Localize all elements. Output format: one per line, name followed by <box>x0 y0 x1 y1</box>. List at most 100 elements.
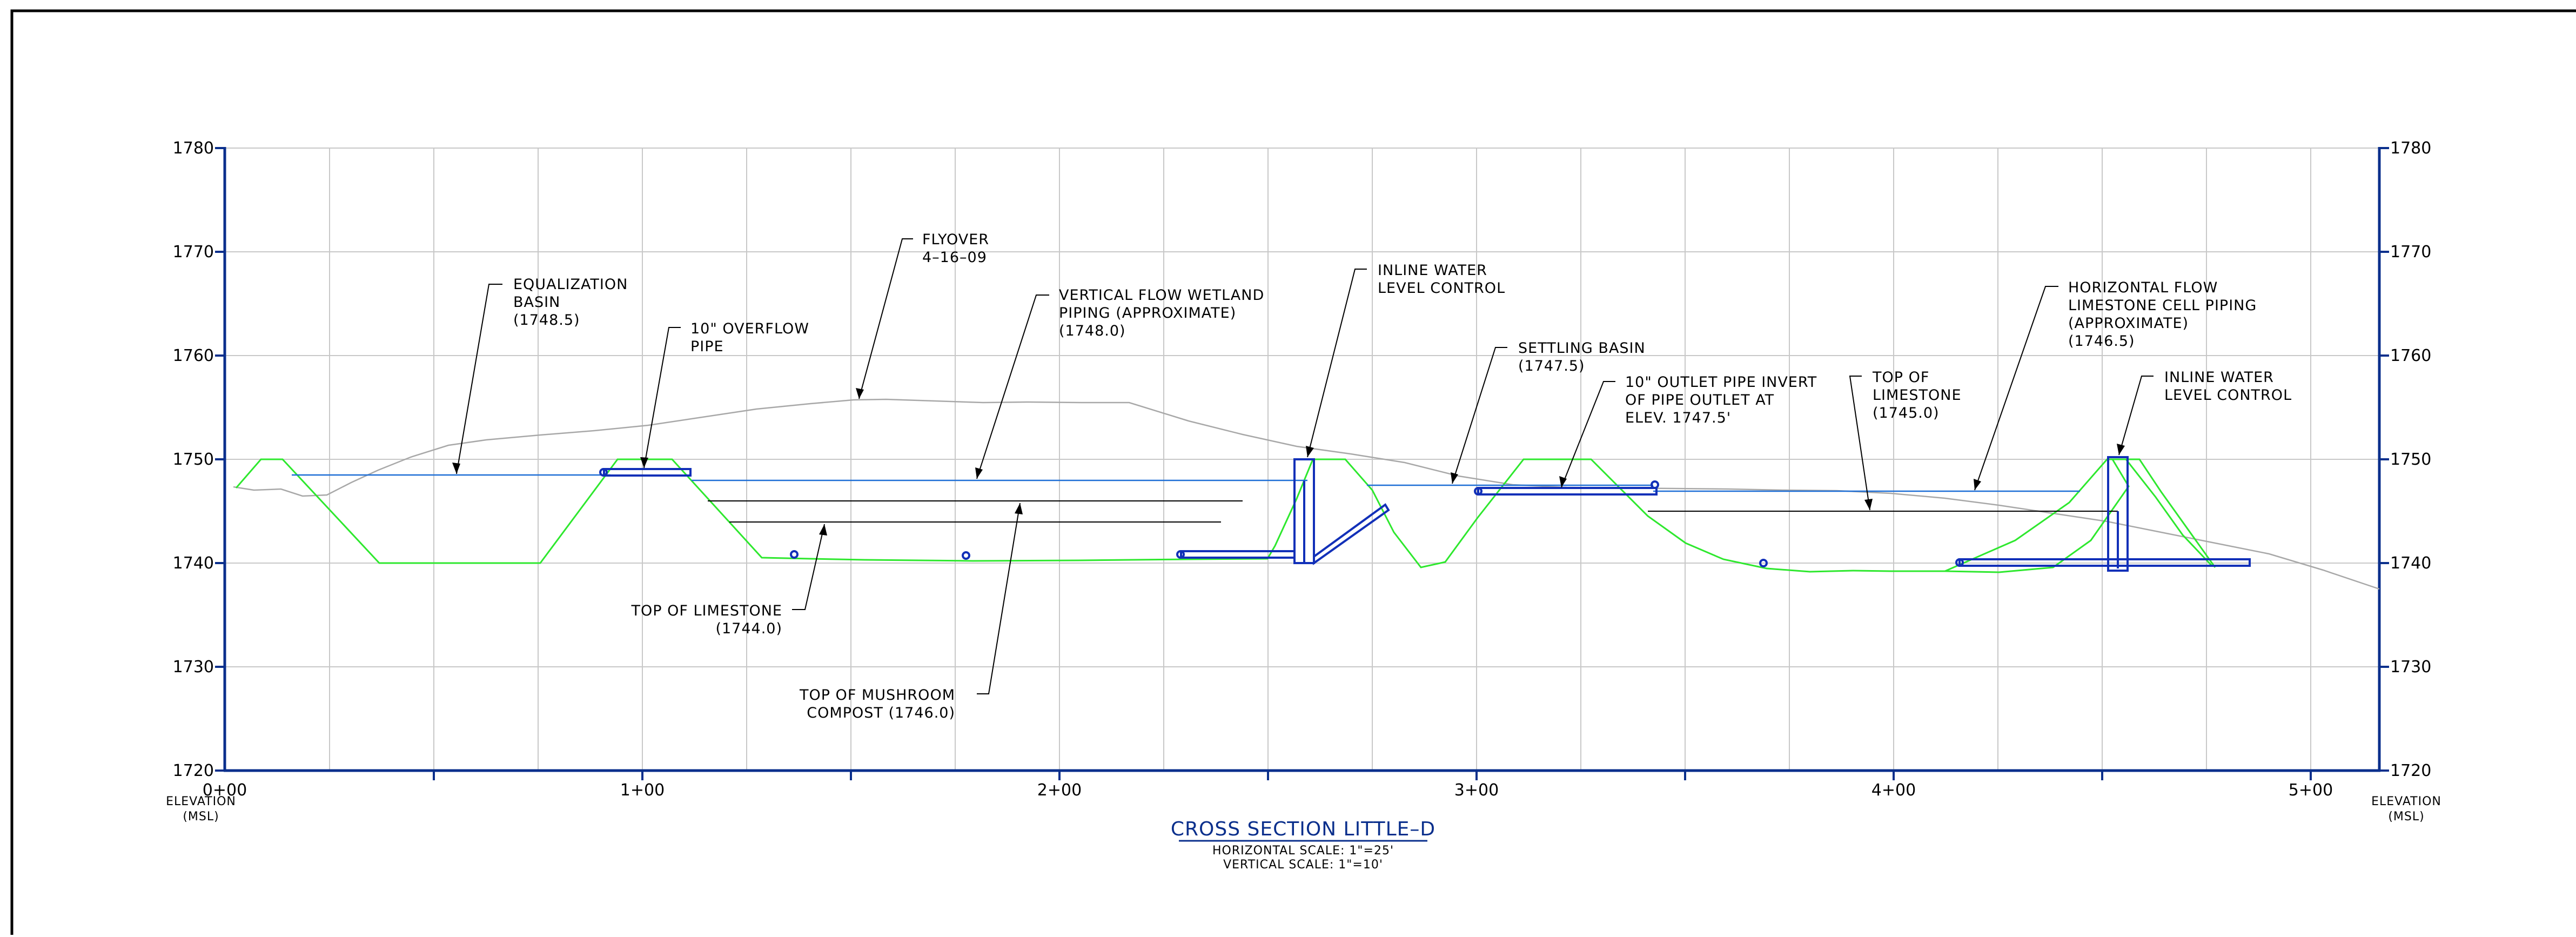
x-tick-label: 1+00 <box>620 781 665 800</box>
outlet-pipe <box>1477 487 1658 496</box>
horizontal-flow-limestone-leader <box>1974 286 2058 491</box>
x-tick-label: 5+00 <box>2289 781 2333 800</box>
flyover-leader <box>858 238 913 399</box>
y-tick-label: 1730 <box>173 658 214 677</box>
left-elevation-labels: 1780 1770 1760 1750 1740 1730 1720 <box>173 139 214 780</box>
arrowhead <box>1306 446 1314 457</box>
x-tick-label: 4+00 <box>1871 781 1916 800</box>
arrowhead <box>856 388 864 399</box>
mushroom-compost-leader <box>977 503 1021 694</box>
left-axis-title: ELEVATION (MSL) <box>166 795 236 824</box>
overflow-pipe-leader <box>643 327 681 468</box>
note-line: (1745.0) <box>1873 405 1940 421</box>
annotation-top-of-limestone-left: TOP OF LIMESTONE (1744.0) <box>631 603 782 637</box>
note-line: OF PIPE OUTLET AT <box>1625 392 1774 409</box>
y-tick-label: 1750 <box>2390 450 2431 469</box>
y-tick-label: 1760 <box>2390 346 2431 365</box>
note-line: (1746.5) <box>2068 333 2135 350</box>
annotation-settling-basin: SETTLING BASIN (1747.5) <box>1518 340 1646 374</box>
arrowhead <box>819 524 827 536</box>
y-tick-label: 1720 <box>2390 761 2431 780</box>
right-elevation-labels: 1780 1770 1760 1750 1740 1730 1720 <box>2390 139 2431 780</box>
sloped-overflow-pipe <box>1313 503 1390 565</box>
y-tick-label: 1780 <box>173 139 214 158</box>
right-axis-title: ELEVATION (MSL) <box>2371 795 2441 824</box>
leader-lines <box>456 238 2154 694</box>
annotation-overflow-pipe: 10" OVERFLOW PIPE <box>690 320 809 355</box>
note-line: 10" OVERFLOW <box>690 320 809 337</box>
inline-water-level-control-2 <box>2107 456 2129 572</box>
flyover-ground-line <box>233 398 2380 590</box>
inline-water-level-control-1 <box>1293 458 1315 564</box>
cleanout-marker <box>962 551 970 560</box>
settling-basin-leader <box>1452 347 1507 484</box>
note-line: (APPROXIMATE) <box>2068 315 2189 332</box>
note-line: (1748.0) <box>1059 323 1126 339</box>
arrowhead <box>975 467 983 479</box>
overflow-pipe-end <box>599 468 608 477</box>
note-line: SETTLING BASIN <box>1518 340 1646 357</box>
arrowhead <box>1559 476 1567 487</box>
note-line: TOP OF <box>1872 369 1929 386</box>
overflow-pipe <box>603 468 692 477</box>
note-line: (1748.5) <box>513 312 580 329</box>
outlet-pipe-outlet <box>1651 480 1659 489</box>
equalization-basin-leader <box>456 284 502 474</box>
layer-lines <box>708 500 2118 523</box>
arrowhead <box>1864 499 1873 510</box>
excavated-profile-line <box>235 458 2216 573</box>
water-surface-lines <box>292 474 2080 492</box>
annotation-horizontal-flow-limestone: HORIZONTAL FLOW LIMESTONE CELL PIPING (A… <box>2068 279 2256 350</box>
y-tick-label: 1740 <box>173 554 214 573</box>
note-line: FLYOVER <box>922 231 989 248</box>
y-tick-label: 1720 <box>173 761 214 780</box>
note-line: HORIZONTAL FLOW <box>2068 279 2218 296</box>
wetland-outlet-pipe <box>1180 550 1296 559</box>
top-of-limestone-right-leader <box>1849 376 1870 511</box>
annotation-outlet-pipe: 10" OUTLET PIPE INVERT OF PIPE OUTLET AT… <box>1625 374 1817 426</box>
cleanout-marker <box>1759 559 1768 567</box>
drawing-title: CROSS SECTION LITTLE–D <box>1171 818 1435 840</box>
drawing-title-block: CROSS SECTION LITTLE–D HORIZONTAL SCALE:… <box>1171 818 1435 872</box>
outlet-pipe-leader <box>1561 381 1615 488</box>
arrowhead <box>1015 503 1023 514</box>
note-line: 10" OUTLET PIPE INVERT <box>1625 374 1817 391</box>
y-tick-label: 1770 <box>173 243 214 262</box>
arrowhead <box>2117 444 2125 455</box>
horizontal-scale-note: HORIZONTAL SCALE: 1"=25' <box>1212 844 1394 858</box>
note-line: (1744.0) <box>715 620 782 637</box>
outlet-pipe-inlet <box>1474 487 1482 496</box>
inline-water-level-control-1-leader <box>1307 269 1367 458</box>
left-axis-title-line1: ELEVATION <box>166 795 236 808</box>
note-line: (1747.5) <box>1518 358 1585 374</box>
arrowhead <box>452 463 460 474</box>
left-axis-title-line2: (MSL) <box>183 810 219 824</box>
vertical-flow-wetland-leader <box>976 295 1049 479</box>
leader-arrowheads <box>452 388 2125 536</box>
y-tick-label: 1770 <box>2390 243 2431 262</box>
note-line: PIPE <box>690 338 724 355</box>
note-line: LEVEL CONTROL <box>2164 387 2292 404</box>
annotation-inline-water-level-control-1: INLINE WATER LEVEL CONTROL <box>1378 262 1505 297</box>
note-line: BASIN <box>513 294 560 311</box>
axis-ticks <box>215 147 2389 780</box>
note-line: INLINE WATER <box>2164 369 2274 386</box>
note-line: COMPOST (1746.0) <box>807 705 955 721</box>
annotation-top-of-mushroom-compost: TOP OF MUSHROOM COMPOST (1746.0) <box>799 687 955 721</box>
sheet-border <box>10 9 2576 937</box>
annotation-top-of-limestone-right: TOP OF LIMESTONE (1745.0) <box>1872 369 1961 421</box>
station-labels: 0+00 1+00 2+00 3+00 4+00 5+00 <box>203 781 2333 800</box>
note-line: PIPING (APPROXIMATE) <box>1059 305 1236 322</box>
note-line: LEVEL CONTROL <box>1378 280 1505 297</box>
annotation-equalization-basin: EQUALIZATION BASIN (1748.5) <box>513 276 627 329</box>
cleanout-marker <box>790 550 799 559</box>
y-tick-label: 1760 <box>173 346 214 365</box>
y-tick-label: 1730 <box>2390 658 2431 677</box>
note-line: VERTICAL FLOW WETLAND <box>1059 287 1264 304</box>
note-line: INLINE WATER <box>1378 262 1487 279</box>
y-tick-label: 1780 <box>2390 139 2431 158</box>
annotation-inline-water-level-control-2: INLINE WATER LEVEL CONTROL <box>2164 369 2292 404</box>
horizontal-flow-limestone-piping <box>1958 558 2251 567</box>
y-tick-label: 1750 <box>173 450 214 469</box>
